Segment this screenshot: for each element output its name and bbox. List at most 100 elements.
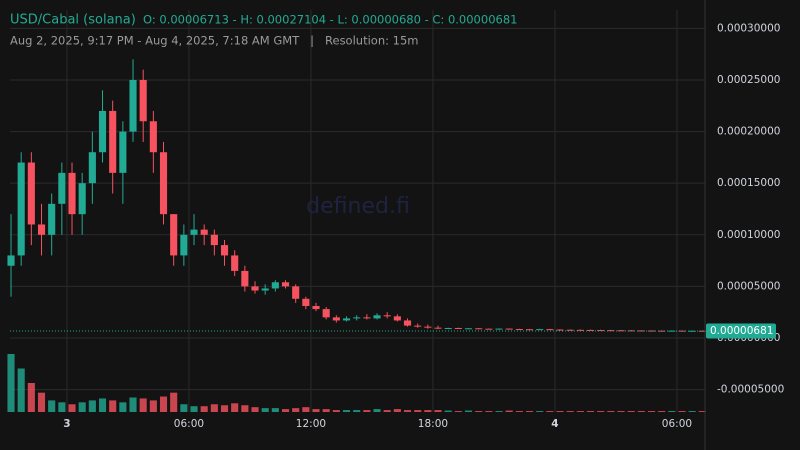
candle-body: [536, 329, 544, 331]
chart-title: USD/Cabal (solana): [10, 13, 136, 28]
x-tick-label: 4: [551, 418, 558, 430]
candle-body: [78, 183, 86, 215]
volume-bar: [353, 410, 361, 412]
candle-body: [617, 330, 625, 332]
candle-body: [200, 229, 208, 235]
candle-body: [7, 255, 15, 266]
volume-bar: [556, 411, 564, 412]
volume-bar: [373, 409, 381, 412]
candle-body: [332, 317, 340, 321]
volume-bar: [271, 408, 279, 412]
volume-bar: [88, 400, 96, 412]
volume-bar: [109, 400, 117, 412]
volume-bar: [27, 383, 35, 412]
volume-bar: [576, 411, 584, 412]
volume-bar: [464, 410, 473, 412]
candle-body: [261, 288, 269, 291]
candle-body: [566, 329, 574, 331]
volume-bar: [68, 404, 76, 412]
candle-body: [597, 330, 605, 332]
candle-body: [383, 315, 391, 317]
volume-bar: [546, 411, 554, 412]
volume-bar: [698, 411, 706, 412]
x-tick-label: 06:00: [174, 418, 204, 430]
volume-bar: [17, 368, 25, 412]
last-price-label: 0.00000681: [710, 325, 773, 337]
volume-bar: [78, 402, 86, 412]
candle-body: [495, 328, 503, 330]
ohlc: O: 0.00006713 - H: 0.00027104 - L: 0.000…: [143, 13, 517, 27]
candle-body: [698, 330, 706, 332]
plot: [7, 59, 706, 412]
x-tick-label: 3: [63, 418, 70, 430]
volume-bar: [586, 411, 595, 412]
candle-body: [48, 203, 56, 235]
candle-body: [454, 327, 462, 329]
candle-body: [159, 152, 168, 215]
candle-body: [220, 245, 229, 256]
volume-bar: [312, 409, 320, 412]
volume-bar: [332, 410, 340, 412]
candle-body: [281, 282, 290, 287]
candle-body: [424, 326, 432, 328]
candle-body: [505, 328, 513, 330]
volume-bar: [241, 405, 249, 412]
candle-body: [170, 214, 178, 256]
volume-bar: [7, 354, 15, 412]
volume-bar: [597, 411, 605, 412]
y-tick-label: 0.00020000: [717, 126, 780, 138]
candle-body: [434, 327, 442, 329]
candle-body: [292, 286, 300, 299]
volume-bar: [180, 404, 188, 412]
volume-bar: [281, 409, 290, 412]
candle-body: [302, 298, 310, 307]
last-price-badge: [706, 323, 776, 339]
volume-bar: [414, 410, 422, 412]
volume-bar: [119, 402, 127, 412]
x-tick-label: 18:00: [418, 418, 448, 430]
volume-bar: [322, 409, 330, 412]
candle-body: [190, 229, 198, 235]
candle-body: [37, 224, 46, 235]
volume-bar: [251, 407, 259, 412]
candle-body: [149, 121, 157, 153]
candle-body: [464, 328, 473, 330]
volume-bar: [403, 410, 412, 412]
candle-body: [363, 317, 371, 319]
volume-bar: [688, 411, 696, 412]
candle-body: [586, 329, 595, 331]
candle-body: [27, 162, 35, 225]
candle-body: [68, 172, 76, 215]
volume-bar: [485, 411, 493, 412]
volume-bar: [261, 408, 269, 412]
volume-bar: [200, 406, 208, 412]
grid: [10, 10, 705, 412]
y-tick-label: 0.00025000: [717, 74, 780, 86]
volume-bar: [658, 411, 666, 412]
subtitle: Aug 2, 2025, 9:17 PM - Aug 4, 2025, 7:18…: [10, 34, 418, 48]
volume-bar: [617, 411, 625, 412]
candle-body: [129, 79, 137, 132]
candle-body: [180, 234, 188, 256]
candle-body: [525, 329, 534, 331]
candle-body: [647, 330, 656, 332]
volume-bar: [292, 408, 300, 412]
candle-body: [444, 327, 452, 329]
volume-bar: [342, 410, 351, 412]
volume-bar: [668, 411, 676, 412]
volume-bar: [393, 409, 401, 412]
candle-body: [403, 320, 412, 326]
y-tick-label: 0.00005000: [717, 280, 780, 292]
candle-body: [210, 234, 218, 246]
volume-bar: [515, 411, 523, 412]
volume-bar: [48, 400, 56, 412]
volume-bar: [424, 410, 432, 412]
candle-body: [109, 110, 117, 173]
volume-bar: [210, 404, 218, 412]
y-tick-label: -0.00005000: [717, 384, 784, 396]
candle-body: [688, 330, 696, 332]
volume-bar: [525, 411, 534, 412]
volume-bar: [58, 402, 66, 412]
